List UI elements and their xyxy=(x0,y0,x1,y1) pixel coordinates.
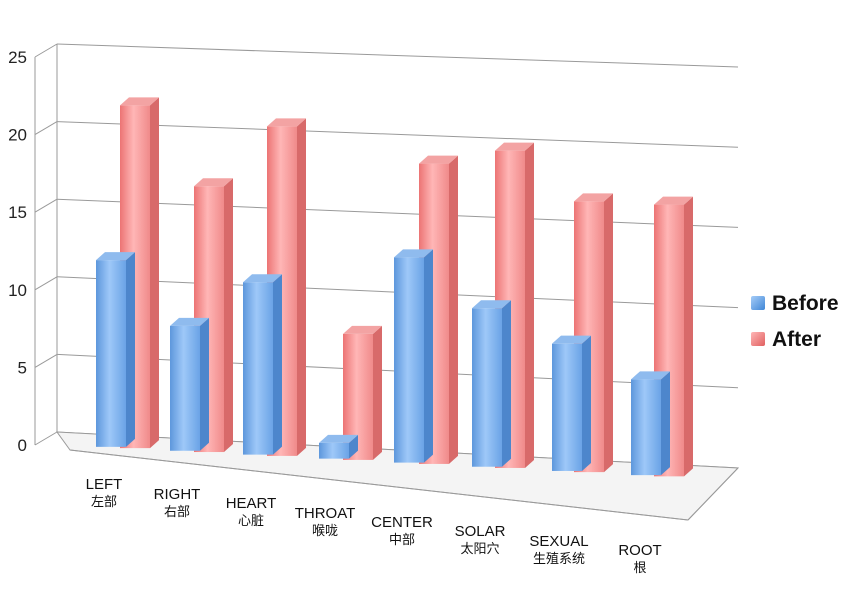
bar-after-root-top xyxy=(654,196,693,205)
gridline xyxy=(56,43,739,68)
bar-before-sexual-top xyxy=(552,335,591,344)
bar-after-right-top xyxy=(194,178,233,187)
floor-edge xyxy=(687,467,739,521)
legend-label: After xyxy=(772,328,821,351)
gridline-side xyxy=(34,121,58,136)
y-tick-label: 20 xyxy=(8,126,27,145)
y-tick-label: 25 xyxy=(8,48,27,67)
bar-before-throat-front xyxy=(319,442,349,459)
gridline-side xyxy=(34,43,58,58)
bar-before-center-front xyxy=(394,257,424,463)
bar-after-throat-side xyxy=(373,325,382,460)
x-tick-label: THROAT xyxy=(295,505,356,522)
bar-before-solar-top xyxy=(472,300,511,309)
bar-before-root-front xyxy=(631,379,661,476)
legend-item-after: After xyxy=(751,328,821,351)
bar-before-heart xyxy=(243,274,282,455)
y-tick-label: 0 xyxy=(18,436,27,455)
gridline-side xyxy=(34,353,58,368)
bar-before-root-side xyxy=(661,371,670,476)
bar-before-solar-front xyxy=(472,308,502,467)
bar-after-sexual-side xyxy=(604,193,613,473)
x-tick-label: ROOT xyxy=(618,542,661,559)
bar-before-sexual-side xyxy=(582,335,591,471)
bar-after-solar-side xyxy=(525,142,534,468)
bar-before-left xyxy=(96,252,135,447)
x-axis-line xyxy=(69,449,689,521)
bar-before-right-front xyxy=(170,325,200,451)
bar-before-throat-top xyxy=(319,434,358,443)
x-tick-label: SOLAR xyxy=(455,523,506,540)
bar-after-throat-top xyxy=(343,325,382,334)
gridline-side xyxy=(34,431,58,446)
bar-before-left-side xyxy=(126,252,135,447)
bar-after-left-top xyxy=(120,97,159,106)
bar-before-sexual xyxy=(552,335,591,471)
x-tick-label: SEXUAL xyxy=(529,533,588,550)
legend-item-before: Before xyxy=(751,292,839,315)
y-tick-label: 10 xyxy=(8,281,27,300)
bar-before-center-top xyxy=(394,249,433,258)
gridline-side xyxy=(34,198,58,213)
bar-after-sexual-top xyxy=(574,193,613,202)
x-tick-label: CENTER xyxy=(371,514,433,531)
x-tick-sublabel: 中部 xyxy=(389,533,415,548)
bars xyxy=(96,97,693,477)
bar-after-heart-side xyxy=(297,118,306,456)
bar-before-heart-top xyxy=(243,274,282,283)
bar-before-sexual-front xyxy=(552,343,582,471)
x-tick-sublabel: 右部 xyxy=(164,505,190,520)
legend-label: Before xyxy=(772,292,839,315)
gridline-side xyxy=(34,276,58,291)
bar-before-root xyxy=(631,371,670,476)
bar-before-heart-front xyxy=(243,282,273,455)
bar-before-left-top xyxy=(96,252,135,261)
bar-after-left-side xyxy=(150,97,159,449)
bar-before-right-top xyxy=(170,317,209,326)
bar-before-solar-side xyxy=(502,300,511,467)
bar-before-center xyxy=(394,249,433,463)
legend: Before After xyxy=(751,292,839,351)
legend-swatch xyxy=(751,296,765,310)
x-tick-sublabel: 生殖系统 xyxy=(533,551,585,567)
bar-before-right-side xyxy=(200,317,209,451)
y-tick-label: 15 xyxy=(8,203,27,222)
bar-after-center xyxy=(419,155,458,464)
x-tick-sublabel: 心脏 xyxy=(238,514,264,529)
x-axis-category-labels: LEFT 左部 RIGHT 右部 HEART 心脏 THROAT 喉咙 CENTER 中部 SOLA… xyxy=(86,476,662,576)
x-tick-label: LEFT xyxy=(86,476,123,493)
bar-after-right-side xyxy=(224,178,233,453)
chart-floor xyxy=(55,431,740,521)
bar-before-root-top xyxy=(631,371,670,380)
x-tick-sublabel: 太阳穴 xyxy=(460,542,499,557)
gridline xyxy=(56,198,739,228)
x-tick-sublabel: 喉咙 xyxy=(312,524,338,539)
x-tick-sublabel: 左部 xyxy=(91,495,117,510)
bar-after-root-side xyxy=(684,196,693,477)
x-tick-sublabel: 根 xyxy=(633,561,646,576)
gridline xyxy=(56,121,739,148)
bar-before-heart-side xyxy=(273,274,282,455)
bar-before-solar xyxy=(472,300,511,467)
legend-swatch xyxy=(751,332,765,346)
bar-before-right xyxy=(170,317,209,451)
bar-before-throat-side xyxy=(349,434,358,459)
bar-before-left-front xyxy=(96,260,126,447)
x-tick-label: HEART xyxy=(226,495,277,512)
bar-after-center-top xyxy=(419,155,458,164)
bar-before-center-side xyxy=(424,249,433,463)
y-tick-label: 5 xyxy=(18,358,27,377)
x-tick-label: RIGHT xyxy=(154,486,201,503)
bar-after-solar-top xyxy=(495,142,534,151)
bar-after-heart-top xyxy=(267,118,306,127)
bar-before-throat xyxy=(319,434,358,459)
y-axis-tick-labels: 0 5 10 15 20 25 xyxy=(8,48,27,455)
bar-after-center-side xyxy=(449,155,458,464)
